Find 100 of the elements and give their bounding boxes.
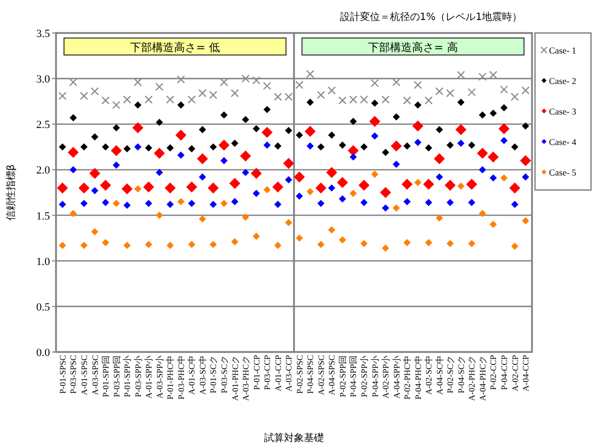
x-tick-label: P-02-PHC中 <box>402 355 412 400</box>
point <box>285 176 292 184</box>
chart-title: 設計変位＝杭径の1%（レベル1地震時） <box>340 11 522 23</box>
point <box>145 240 152 248</box>
point <box>317 200 325 208</box>
x-tick-label: A-01-PHCク <box>230 355 240 401</box>
x-tick-label: P-03-SPSC <box>68 354 78 394</box>
x-tick-label: A-04-SC中 <box>434 355 444 395</box>
point <box>58 92 67 100</box>
point <box>132 122 144 134</box>
point <box>155 82 164 91</box>
point <box>326 166 338 178</box>
point <box>134 185 142 192</box>
point <box>336 176 348 188</box>
point <box>252 76 260 84</box>
x-tick-label: A-03-SPP小 <box>154 355 164 398</box>
point <box>252 190 260 198</box>
point <box>284 92 293 101</box>
x-tick-label: P-02-SPSC <box>294 354 304 394</box>
point <box>328 131 336 139</box>
point <box>123 242 131 249</box>
point <box>317 143 325 151</box>
point <box>231 140 238 147</box>
point <box>348 145 359 156</box>
point <box>78 182 90 194</box>
point <box>457 98 465 106</box>
point <box>490 110 497 117</box>
point <box>425 144 432 152</box>
point <box>176 75 186 84</box>
x-tick-label: A-01-SPP小 <box>144 355 154 398</box>
legend-label: Case- 3 <box>549 106 577 116</box>
point <box>392 204 400 212</box>
point <box>338 195 346 202</box>
point <box>68 146 79 158</box>
point <box>175 130 186 141</box>
point <box>274 142 282 150</box>
point <box>112 162 120 169</box>
point <box>164 182 176 194</box>
point <box>350 190 357 198</box>
point <box>402 96 412 105</box>
x-tick-label: A-02-SPSC <box>316 354 326 396</box>
point <box>306 98 314 106</box>
x-tick-label: A-01-SC中 <box>186 355 197 395</box>
point <box>154 148 165 159</box>
point <box>101 96 110 105</box>
point <box>468 142 476 149</box>
point <box>110 145 122 156</box>
point <box>196 153 208 164</box>
point <box>478 111 486 119</box>
point <box>511 200 518 208</box>
x-tick-label: A-04-PHCク <box>477 355 488 401</box>
point <box>188 95 196 104</box>
point <box>315 182 326 194</box>
point <box>296 192 303 200</box>
point <box>381 95 390 104</box>
point <box>210 143 217 151</box>
point <box>446 240 454 248</box>
point <box>80 242 88 249</box>
y-axis-title: 信頼性指標β <box>5 164 17 221</box>
y-tick-label: 1.0 <box>36 256 50 268</box>
point <box>498 123 510 134</box>
point <box>435 87 444 96</box>
point <box>338 96 347 105</box>
point <box>295 80 304 90</box>
x-tick-label: P-01-SPSC <box>57 354 68 394</box>
point <box>436 214 443 222</box>
point <box>350 153 357 161</box>
point <box>328 184 336 192</box>
point <box>457 182 465 190</box>
point <box>112 100 120 110</box>
x-tick-label: P-03-SCク <box>219 355 229 394</box>
point <box>252 125 260 132</box>
point <box>294 172 305 183</box>
x-tick-label: P-01-SPP回 <box>100 355 111 398</box>
point <box>70 114 77 122</box>
point <box>457 140 465 147</box>
point <box>371 100 378 107</box>
point <box>488 151 499 162</box>
point <box>403 198 411 206</box>
point <box>58 200 66 208</box>
point <box>144 95 153 104</box>
x-tick-label: P-04-CCP <box>499 354 509 390</box>
point <box>306 70 314 78</box>
point <box>316 90 326 100</box>
legend-label: Case- 5 <box>549 168 577 178</box>
point <box>90 87 99 96</box>
x-tick-label: A-02-SPP小 <box>380 355 391 398</box>
point <box>328 226 336 234</box>
point <box>444 180 456 191</box>
point <box>134 101 142 109</box>
point <box>263 186 271 194</box>
point <box>122 183 133 194</box>
point <box>371 170 378 178</box>
point <box>468 198 476 206</box>
point <box>360 198 368 206</box>
point <box>296 131 303 139</box>
point <box>392 78 400 86</box>
point <box>69 78 78 86</box>
point <box>210 240 217 248</box>
point <box>91 228 98 236</box>
